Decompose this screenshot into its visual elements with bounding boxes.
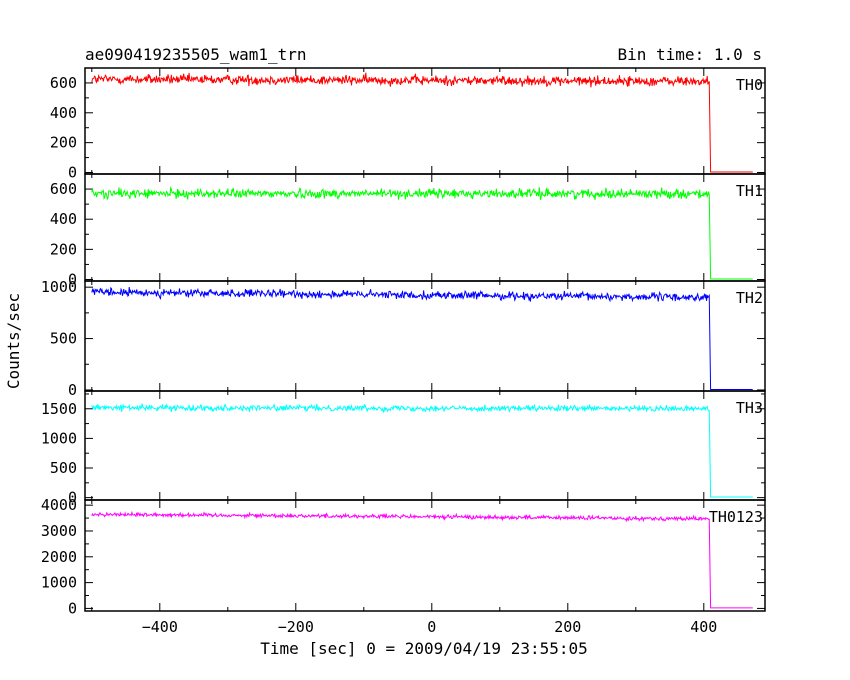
panel-frame	[84, 173, 766, 282]
series-label-th1: TH1	[736, 182, 763, 200]
series-line-th1	[91, 186, 753, 280]
y-tick-label: 500	[50, 330, 77, 348]
series-label-th3: TH3	[736, 399, 763, 417]
panel-frame	[84, 67, 766, 175]
y-tick-label: 500	[50, 459, 77, 477]
panels-group: 0 200 400 600 TH0 0 200 400 600 TH1 0 500 1000 TH2 0 50…	[41, 67, 766, 636]
x-tick-label: 0	[427, 618, 436, 636]
panel-th0123: 0 1000 2000 3000 4000 TH0123	[41, 496, 766, 617]
series-line-th3	[91, 402, 753, 498]
bin-time-label: Bin time: 1.0 s	[618, 45, 763, 64]
x-axis-title: Time [sec] 0 = 2009/04/19 23:55:05	[260, 639, 588, 658]
x-tick-label: 400	[690, 618, 717, 636]
x-tick-label: −200	[278, 618, 314, 636]
panel-th2: 0 500 1000 TH2	[41, 278, 766, 399]
series-line-th0123	[91, 510, 753, 609]
y-tick-label: 0	[68, 381, 77, 399]
series-line-th2	[91, 286, 753, 390]
y-tick-label: 600	[50, 180, 77, 198]
y-tick-label: 200	[50, 134, 77, 152]
panel-th0: 0 200 400 600 TH0	[50, 67, 766, 182]
y-axis-title: Counts/sec	[4, 293, 23, 389]
y-tick-label: 3000	[41, 522, 77, 540]
panel-frame	[84, 499, 766, 612]
chart-title: ae090419235505_wam1_trn	[85, 45, 307, 64]
x-tick-label: −400	[142, 618, 178, 636]
y-tick-label: 0	[68, 489, 77, 507]
series-label-th0: TH0	[736, 76, 763, 94]
y-tick-label: 1000	[41, 429, 77, 447]
y-tick-label: 1000	[41, 574, 77, 592]
y-tick-label: 600	[50, 74, 77, 92]
panel-th1: 0 200 400 600 TH1	[50, 173, 766, 288]
x-tick-label: 200	[554, 618, 581, 636]
y-tick-label: 1000	[41, 278, 77, 296]
y-tick-label: 1500	[41, 400, 77, 418]
series-label-th2: TH2	[736, 289, 763, 307]
series-label-th0123: TH0123	[709, 508, 763, 526]
y-tick-label: 0	[68, 270, 77, 288]
y-tick-label: 0	[68, 164, 77, 182]
y-tick-label: 200	[50, 240, 77, 258]
panel-th3: 0 500 1000 1500 TH3	[41, 390, 766, 507]
y-tick-label: 400	[50, 210, 77, 228]
y-tick-label: 2000	[41, 548, 77, 566]
series-line-th0	[91, 72, 753, 173]
y-tick-label: 400	[50, 104, 77, 122]
y-tick-label: 4000	[41, 496, 77, 514]
y-tick-label: 0	[68, 599, 77, 617]
